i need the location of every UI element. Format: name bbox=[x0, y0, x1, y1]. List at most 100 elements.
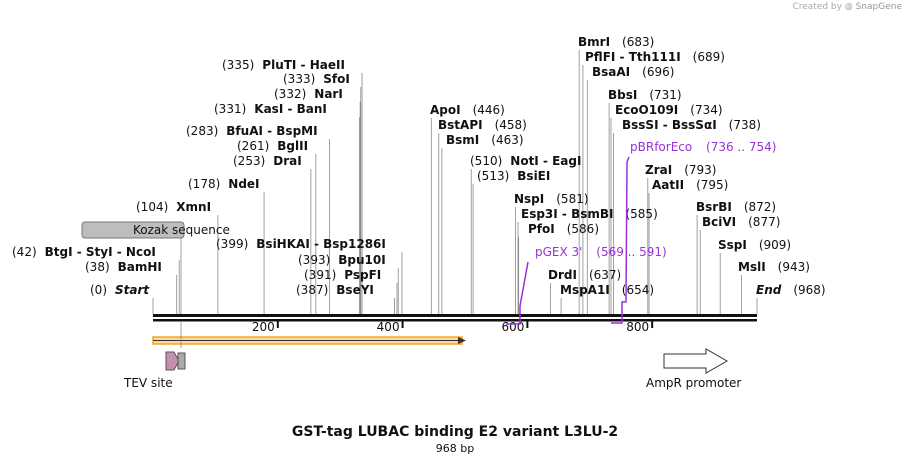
site-label-xmni: (104) XmnI bbox=[136, 200, 211, 214]
tev-site-feature bbox=[165, 351, 186, 371]
site-position: (968) bbox=[793, 283, 825, 297]
site-position: (446) bbox=[473, 103, 505, 117]
site-label-bsaai: BsaAI (696) bbox=[592, 65, 674, 79]
ampr-promoter-label: AmpR promoter bbox=[646, 376, 741, 390]
site-label-bsmi: BsmI (463) bbox=[446, 133, 524, 147]
site-position: (795) bbox=[696, 178, 728, 192]
site-position: (683) bbox=[622, 35, 654, 49]
site-label-bcivi: BciVI (877) bbox=[702, 215, 780, 229]
site-label-sspi: SspI (909) bbox=[718, 238, 791, 252]
site-label-ndei: (178) NdeI bbox=[188, 177, 260, 191]
orf-arrow bbox=[152, 336, 466, 345]
site-label-ecoo109i: EcoO109I (734) bbox=[615, 103, 723, 117]
site-enzyme-names: BsmI bbox=[446, 133, 479, 147]
kozak-marker bbox=[81, 221, 185, 348]
site-enzyme-names: KasI - BanI bbox=[254, 102, 327, 116]
site-enzyme-names: DraI bbox=[273, 154, 301, 168]
site-label-drai: (253) DraI bbox=[233, 154, 302, 168]
site-enzyme-names: EcoO109I bbox=[615, 103, 678, 117]
site-enzyme-names: BsiEI bbox=[517, 169, 550, 183]
site-position: (510) bbox=[470, 154, 502, 168]
site-label-bstapi: BstAPI (458) bbox=[438, 118, 527, 132]
site-label-apoi: ApoI (446) bbox=[430, 103, 505, 117]
site-label-bfuai: (283) BfuAI - BspMI bbox=[186, 124, 318, 138]
site-position: (696) bbox=[642, 65, 674, 79]
site-position: (458) bbox=[495, 118, 527, 132]
site-label-bsssi: BssSI - BssSαI (738) bbox=[622, 118, 761, 132]
site-enzyme-names: BssSI - BssSαI bbox=[622, 118, 717, 132]
site-enzyme-names: BtgI - StyI - NcoI bbox=[45, 245, 156, 259]
site-position: (513) bbox=[477, 169, 509, 183]
scale-tick-label: 200 bbox=[252, 320, 275, 334]
site-enzyme-names: AatII bbox=[652, 178, 684, 192]
site-enzyme-names: DrdI bbox=[548, 268, 577, 282]
site-enzyme-names: BstAPI bbox=[438, 118, 483, 132]
site-position: (872) bbox=[744, 200, 776, 214]
site-position: (393) bbox=[298, 253, 330, 267]
site-position: (586) bbox=[567, 222, 599, 236]
site-label-bmri: BmrI (683) bbox=[578, 35, 654, 49]
site-position: (581) bbox=[556, 192, 588, 206]
site-position: (38) bbox=[85, 260, 110, 274]
site-enzyme-names: Start bbox=[115, 283, 150, 297]
site-enzyme-names: BbsI bbox=[608, 88, 637, 102]
site-label-pspfi: (391) PspFI bbox=[304, 268, 381, 282]
primer-pbrforeco-name: pBRforEco bbox=[630, 140, 692, 154]
site-label-aatii: AatII (795) bbox=[652, 178, 728, 192]
kozak-label: Kozak sequence bbox=[133, 223, 230, 237]
site-label-bbsi: BbsI (731) bbox=[608, 88, 682, 102]
snapgene-credit: Created by ◍ SnapGene bbox=[792, 2, 902, 12]
site-enzyme-names: NotI - EagI bbox=[510, 154, 581, 168]
credit-brand: SnapGene bbox=[855, 2, 902, 12]
site-label-msli: MslI (943) bbox=[738, 260, 810, 274]
site-enzyme-names: BciVI bbox=[702, 215, 736, 229]
site-position: (0) bbox=[90, 283, 107, 297]
ampr-promoter-feature bbox=[663, 348, 729, 374]
site-enzyme-names: BamHI bbox=[118, 260, 162, 274]
site-label-bglii: (261) BglII bbox=[237, 139, 308, 153]
site-label-zrai: ZraI (793) bbox=[645, 163, 716, 177]
site-label-bamhi: (38) BamHI bbox=[85, 260, 162, 274]
site-enzyme-names: PspFI bbox=[344, 268, 381, 282]
primer-pgex3-name: pGEX 3' bbox=[535, 245, 582, 259]
site-label-start: (0) Start bbox=[90, 283, 150, 297]
site-position: (463) bbox=[491, 133, 523, 147]
site-label-btgi: (42) BtgI - StyI - NcoI bbox=[12, 245, 156, 259]
map-title: GST-tag LUBAC binding E2 variant L3LU-2 bbox=[291, 424, 619, 440]
site-label-pflfi: PflFI - Tth111I (689) bbox=[585, 50, 725, 64]
primer-pbrforeco-range: (736 .. 754) bbox=[706, 140, 776, 154]
primer-pgex3-range: (569 .. 591) bbox=[596, 245, 666, 259]
site-position: (734) bbox=[690, 103, 722, 117]
scale-tick bbox=[401, 321, 404, 328]
site-labels: (0) Start(38) BamHI(42) BtgI - StyI - NcoI(… bbox=[12, 35, 826, 297]
site-enzyme-names: BglII bbox=[277, 139, 308, 153]
site-enzyme-names: BsiHKAI - Bsp1286I bbox=[256, 237, 386, 251]
site-position: (261) bbox=[237, 139, 269, 153]
site-enzyme-names: Esp3I - BsmBI bbox=[521, 207, 613, 221]
site-position: (332) bbox=[274, 87, 306, 101]
site-enzyme-names: NspI bbox=[514, 192, 544, 206]
site-position: (585) bbox=[625, 207, 657, 221]
site-position: (178) bbox=[188, 177, 220, 191]
site-label-bsiei: (513) BsiEI bbox=[477, 169, 550, 183]
site-label-nspi: NspI (581) bbox=[514, 192, 589, 206]
site-position: (793) bbox=[684, 163, 716, 177]
scale-tick bbox=[651, 321, 654, 328]
scale-tick bbox=[276, 321, 279, 328]
site-leader-lines bbox=[152, 50, 758, 314]
site-position: (637) bbox=[589, 268, 621, 282]
site-position: (331) bbox=[214, 102, 246, 116]
site-label-pfoi: PfoI (586) bbox=[528, 222, 599, 236]
credit-prefix: Created by bbox=[792, 2, 842, 12]
site-position: (335) bbox=[222, 58, 254, 72]
site-label-pluti: (335) PluTI - HaeII bbox=[222, 58, 345, 72]
site-enzyme-names: Bpu10I bbox=[338, 253, 385, 267]
snapgene-logo-icon: ◍ bbox=[844, 2, 853, 12]
site-enzyme-names: End bbox=[756, 283, 782, 297]
site-enzyme-names: NdeI bbox=[228, 177, 259, 191]
site-position: (689) bbox=[693, 50, 725, 64]
site-label-sfoi: (333) SfoI bbox=[283, 72, 350, 86]
site-label-drdi: DrdI (637) bbox=[548, 268, 621, 282]
tev-site-label: TEV site bbox=[123, 376, 173, 390]
site-enzyme-names: PluTI - HaeII bbox=[262, 58, 345, 72]
